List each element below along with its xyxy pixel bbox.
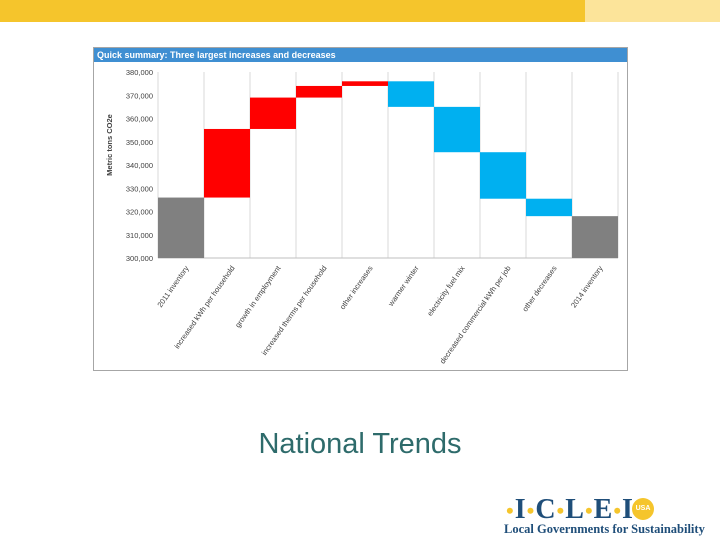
x-tick-label: electricity fuel mix bbox=[425, 264, 466, 318]
y-tick-label: 320,000 bbox=[126, 208, 153, 217]
y-tick-label: 350,000 bbox=[126, 138, 153, 147]
y-tick-label: 360,000 bbox=[126, 115, 153, 124]
waterfall-bar bbox=[434, 106, 480, 153]
x-tick-label: other increases bbox=[338, 264, 375, 311]
top-accent-bar bbox=[0, 0, 585, 22]
chart-plot: 300,000 310,000 320,000 330,000 340,000 350,0… bbox=[105, 68, 619, 365]
y-tick-label: 300,000 bbox=[126, 254, 153, 263]
logo-letters: •I•C•L•E•I bbox=[506, 494, 634, 525]
chart-title: Quick summary: Three largest increases a… bbox=[94, 48, 627, 62]
iclei-logo: •I•C•L•E•I USA Local Governments for Sus… bbox=[500, 494, 712, 538]
waterfall-bar bbox=[526, 198, 572, 217]
logo-tagline: Local Governments for Sustainability bbox=[504, 522, 705, 536]
waterfall-bar bbox=[296, 85, 342, 98]
x-tick-label: other decreases bbox=[520, 264, 558, 313]
top-accent-bar-light bbox=[585, 0, 720, 22]
x-tick-label: 2011 inventory bbox=[155, 264, 190, 309]
slide-title: National Trends bbox=[258, 428, 462, 460]
x-tick-label: warmer winter bbox=[386, 264, 421, 309]
x-tick-label: growth in employment bbox=[233, 263, 283, 329]
usa-badge: USA bbox=[632, 498, 654, 520]
y-tick-label: 340,000 bbox=[126, 161, 153, 170]
x-tick-label: 2014 inventory bbox=[569, 264, 605, 310]
waterfall-bar bbox=[480, 152, 526, 199]
waterfall-bar bbox=[204, 128, 250, 198]
waterfall-bar bbox=[158, 197, 204, 258]
y-tick-label: 330,000 bbox=[126, 184, 153, 193]
y-tick-label: 380,000 bbox=[126, 68, 153, 77]
waterfall-chart: Quick summary: Three largest increases a… bbox=[93, 47, 628, 371]
waterfall-bar bbox=[342, 81, 388, 86]
y-tick-label: 310,000 bbox=[126, 231, 153, 240]
waterfall-bar bbox=[250, 97, 296, 129]
waterfall-bar bbox=[572, 216, 618, 258]
y-tick-label: 370,000 bbox=[126, 91, 153, 100]
y-axis-label: Metric tons CO2e bbox=[105, 114, 114, 176]
waterfall-bar bbox=[388, 81, 434, 107]
